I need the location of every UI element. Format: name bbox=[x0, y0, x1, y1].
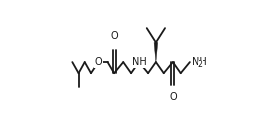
Text: O: O bbox=[110, 31, 118, 41]
Text: NH: NH bbox=[131, 57, 146, 67]
Text: O: O bbox=[94, 57, 102, 67]
Polygon shape bbox=[154, 43, 158, 62]
Text: 2: 2 bbox=[198, 60, 202, 69]
Text: NH: NH bbox=[193, 57, 207, 67]
Text: O: O bbox=[169, 92, 177, 102]
